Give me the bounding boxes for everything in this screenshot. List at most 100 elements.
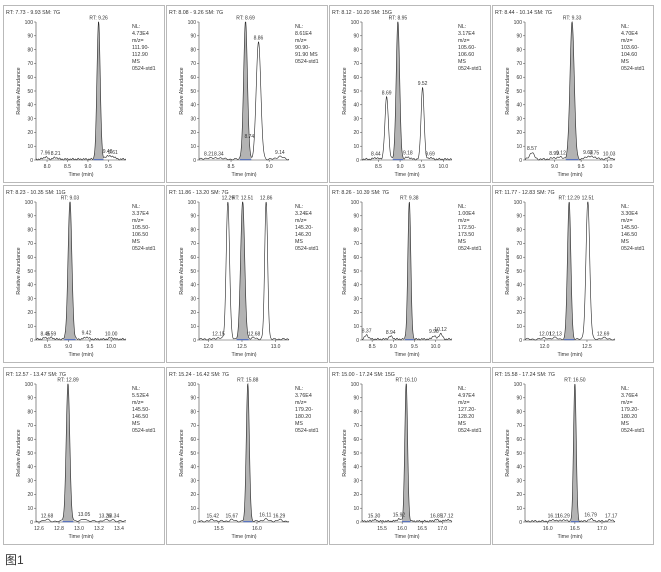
scan-info-line: 0524-std1 bbox=[621, 428, 645, 434]
chart-header: RT: 11.77 - 12.83 SM: 7G bbox=[495, 190, 555, 196]
peak-label: 8.34 bbox=[214, 151, 224, 157]
chromatogram-panel: RT: 8.44 - 10.14 SM: 7G NL: 4.70E4 m/z= 103.… bbox=[492, 5, 654, 183]
y-tick-label: 20 bbox=[190, 130, 196, 136]
peak-label: 12.69 bbox=[597, 331, 610, 337]
x-tick-label: 13.4 bbox=[114, 526, 124, 532]
y-tick-label: 90 bbox=[516, 214, 522, 220]
scan-info-line: 0524-std1 bbox=[295, 428, 319, 434]
peak-label: RT: 16.10 bbox=[396, 378, 418, 384]
scan-info-line: MS bbox=[621, 421, 629, 427]
chromatogram-panel: RT: 15.00 - 17.24 SM: 15G NL: 4.97E4 m/z= 12… bbox=[329, 367, 491, 545]
y-axis-label: Relative Abundance bbox=[16, 429, 22, 476]
y-tick-label: 0 bbox=[30, 338, 33, 344]
x-axis-label: Time (min) bbox=[68, 352, 93, 358]
peak-label: 17.17 bbox=[605, 513, 618, 519]
peak-label: 16.11 bbox=[259, 513, 271, 519]
y-tick-label: 70 bbox=[516, 241, 522, 247]
x-axis-label: Time (min) bbox=[557, 534, 582, 540]
chromatogram-svg: RT: 11.77 - 12.83 SM: 7G NL:3.30E4m/z=145… bbox=[495, 190, 645, 358]
scan-info-line: 179.20- bbox=[621, 407, 639, 413]
chromatogram-svg: RT: 8.23 - 10.35 SM: 11GNL:3.37E4m/z=105… bbox=[6, 190, 156, 358]
x-tick-label: 12.0 bbox=[204, 344, 214, 350]
y-tick-label: 40 bbox=[516, 465, 522, 471]
integrated-peak-area bbox=[239, 22, 252, 160]
peak-label: 15.42 bbox=[206, 513, 219, 519]
y-tick-label: 60 bbox=[190, 255, 196, 261]
y-tick-label: 30 bbox=[516, 296, 522, 302]
y-tick-label: 90 bbox=[516, 34, 522, 40]
y-tick-label: 20 bbox=[190, 492, 196, 498]
y-tick-label: 90 bbox=[516, 396, 522, 402]
y-tick-label: 10 bbox=[516, 324, 522, 330]
x-tick-label: 16.5 bbox=[570, 526, 580, 532]
x-tick-label: 17.0 bbox=[437, 526, 447, 532]
scan-info-line: 179.20- bbox=[295, 407, 313, 413]
y-tick-label: 70 bbox=[190, 241, 196, 247]
scan-info-line: 0524-std1 bbox=[132, 66, 156, 72]
y-tick-label: 10 bbox=[27, 506, 33, 512]
scan-info-line: 106.50 bbox=[132, 232, 148, 238]
y-tick-label: 10 bbox=[27, 144, 33, 150]
x-axis-label: Time (min) bbox=[231, 352, 256, 358]
peak-label: 9.69 bbox=[425, 151, 435, 157]
chromatogram-trace bbox=[524, 383, 616, 523]
scan-info-line: 90.90- bbox=[295, 45, 310, 51]
chromatogram-trace bbox=[524, 201, 616, 341]
y-axis-label: Relative Abundance bbox=[342, 429, 348, 476]
peak-label: RT: 9.26 bbox=[89, 16, 108, 22]
y-axis-label: Relative Abundance bbox=[16, 67, 22, 114]
chromatogram-svg: RT: 15.24 - 16.42 SM: 7G NL:3.76E4m/z=179… bbox=[169, 372, 319, 540]
scan-info-line: 91.90 MS bbox=[295, 52, 318, 58]
chromatogram-svg: RT: 8.12 - 10.20 SM: 15GNL:3.17E4m/z=105… bbox=[332, 10, 482, 178]
y-tick-label: 100 bbox=[351, 382, 360, 388]
y-tick-label: 10 bbox=[27, 324, 33, 330]
x-tick-label: 15.5 bbox=[214, 526, 224, 532]
y-tick-label: 80 bbox=[27, 409, 33, 415]
y-axis-label: Relative Abundance bbox=[342, 67, 348, 114]
peak-label: 8.74 bbox=[244, 134, 254, 140]
chart-header: RT: 7.73 - 9.93 SM: 7G bbox=[6, 10, 60, 16]
y-tick-label: 70 bbox=[353, 423, 359, 429]
nl-label: NL: bbox=[132, 204, 140, 210]
scan-info-line: m/z= bbox=[295, 218, 307, 224]
y-tick-label: 50 bbox=[27, 89, 33, 95]
peak-label: 8.69 bbox=[382, 91, 392, 97]
y-tick-label: 100 bbox=[188, 382, 197, 388]
y-tick-label: 50 bbox=[27, 451, 33, 457]
peak-label: 9.14 bbox=[275, 150, 285, 156]
x-tick-label: 9.5 bbox=[418, 164, 425, 170]
peak-label: RT: 8.95 bbox=[389, 16, 408, 22]
x-axis-label: Time (min) bbox=[394, 172, 419, 178]
y-tick-label: 70 bbox=[353, 241, 359, 247]
chromatogram-trace bbox=[35, 383, 127, 523]
chromatogram-panel: RT: 8.26 - 10.39 SM: 7G NL: 1.00E4 m/z= 172.… bbox=[329, 185, 491, 363]
peak-label: 16.29 bbox=[557, 513, 570, 519]
y-tick-label: 70 bbox=[27, 423, 33, 429]
y-tick-label: 40 bbox=[190, 465, 196, 471]
peak-label: 8.59 bbox=[46, 331, 56, 337]
chromatogram-panel: RT: 8.23 - 10.35 SM: 11G NL: 3.37E4 m/z= 105… bbox=[3, 185, 165, 363]
scan-info-line: m/z= bbox=[458, 38, 470, 44]
y-tick-label: 80 bbox=[190, 47, 196, 53]
chromatogram-svg: RT: 15.00 - 17.24 SM: 15GNL:4.97E4m/z=12… bbox=[332, 372, 482, 540]
y-tick-label: 40 bbox=[353, 103, 359, 109]
x-tick-label: 10.0 bbox=[106, 344, 116, 350]
scan-info-line: m/z= bbox=[458, 218, 470, 224]
chromatogram-svg: RT: 11.86 - 13.20 SM: 7G NL:3.24E4m/z=145… bbox=[169, 190, 319, 358]
y-tick-label: 30 bbox=[190, 478, 196, 484]
y-tick-label: 20 bbox=[516, 492, 522, 498]
scan-info-line: 180.20 bbox=[621, 414, 637, 420]
y-tick-label: 90 bbox=[190, 396, 196, 402]
peak-label: 8.37 bbox=[362, 329, 372, 335]
chromatogram-panel: RT: 12.57 - 13.47 SM: 7G NL: 5.52E4 m/z= 145… bbox=[3, 367, 165, 545]
scan-info-line: 172.50- bbox=[458, 225, 476, 231]
y-tick-label: 90 bbox=[353, 396, 359, 402]
nl-label: NL: bbox=[458, 204, 466, 210]
chromatogram-panel: RT: 8.12 - 10.20 SM: 15G NL: 3.17E4 m/z= 105… bbox=[329, 5, 491, 183]
scan-info-line: 104.60 bbox=[621, 52, 637, 58]
peak-label: 12.86 bbox=[260, 196, 273, 202]
y-tick-label: 20 bbox=[353, 130, 359, 136]
chromatogram-panel: RT: 7.73 - 9.93 SM: 7G NL: 4.73E4 m/z= 111.9… bbox=[3, 5, 165, 183]
x-tick-label: 8.5 bbox=[44, 344, 51, 350]
chromatogram-panel: RT: 15.58 - 17.24 SM: 7G NL: 3.76E4 m/z= 179… bbox=[492, 367, 654, 545]
